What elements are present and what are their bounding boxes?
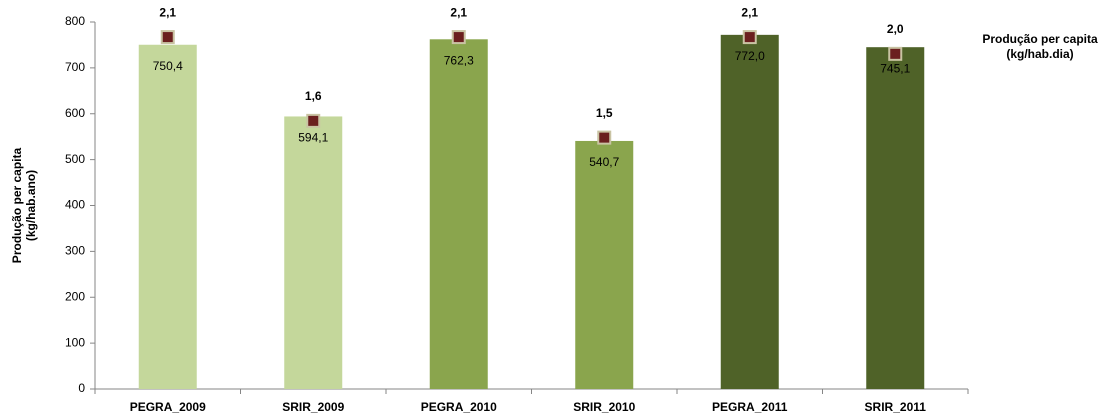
marker <box>451 30 466 45</box>
bar <box>720 34 779 389</box>
marker-value-label: 2,1 <box>450 5 467 19</box>
marker-value-label: 1,5 <box>596 106 613 120</box>
bar <box>429 39 488 390</box>
marker <box>597 130 612 145</box>
bar-value-label: 594,1 <box>298 131 328 145</box>
marker-value-label: 2,0 <box>887 22 904 36</box>
y-tick-label: 400 <box>65 198 85 212</box>
y-tick-label: 600 <box>65 106 85 120</box>
bar-value-label: 762,3 <box>444 53 474 67</box>
y-tick-label: 700 <box>65 60 85 74</box>
y-tick-label: 500 <box>65 152 85 166</box>
x-tick-label: PEGRA_2009 <box>130 400 206 414</box>
y2-axis-title: (kg/hab.dia) <box>1006 47 1073 61</box>
x-tick-label: PEGRA_2011 <box>712 400 788 414</box>
bar-value-label: 750,4 <box>153 59 183 73</box>
bar-value-label: 772,0 <box>735 49 765 63</box>
x-tick-label: SRIR_2011 <box>865 400 927 414</box>
marker <box>888 46 903 61</box>
bar <box>284 116 343 389</box>
bar <box>575 140 634 389</box>
y-tick-label: 100 <box>65 335 85 349</box>
y-tick-label: 800 <box>65 14 85 28</box>
y-tick-label: 200 <box>65 289 85 303</box>
x-tick-label: SRIR_2009 <box>282 400 344 414</box>
marker-value-label: 1,6 <box>305 89 322 103</box>
bar <box>138 44 197 390</box>
marker-value-label: 2,1 <box>741 5 758 19</box>
y-axis-title: (kg/hab.ano) <box>24 170 38 241</box>
y-axis-title: Produção per capita <box>10 147 24 263</box>
x-tick-label: SRIR_2010 <box>573 400 635 414</box>
marker-value-label: 2,1 <box>159 5 176 19</box>
y-tick-label: 0 <box>78 381 85 395</box>
marker <box>160 30 175 45</box>
y2-axis-title: Produção per capita <box>982 32 1098 46</box>
y-tick-label: 300 <box>65 244 85 258</box>
marker <box>742 30 757 45</box>
marker <box>306 113 321 128</box>
x-tick-label: PEGRA_2010 <box>421 400 497 414</box>
bar-value-label: 540,7 <box>589 155 619 169</box>
bar-value-label: 745,1 <box>880 61 910 75</box>
bar <box>866 47 925 390</box>
